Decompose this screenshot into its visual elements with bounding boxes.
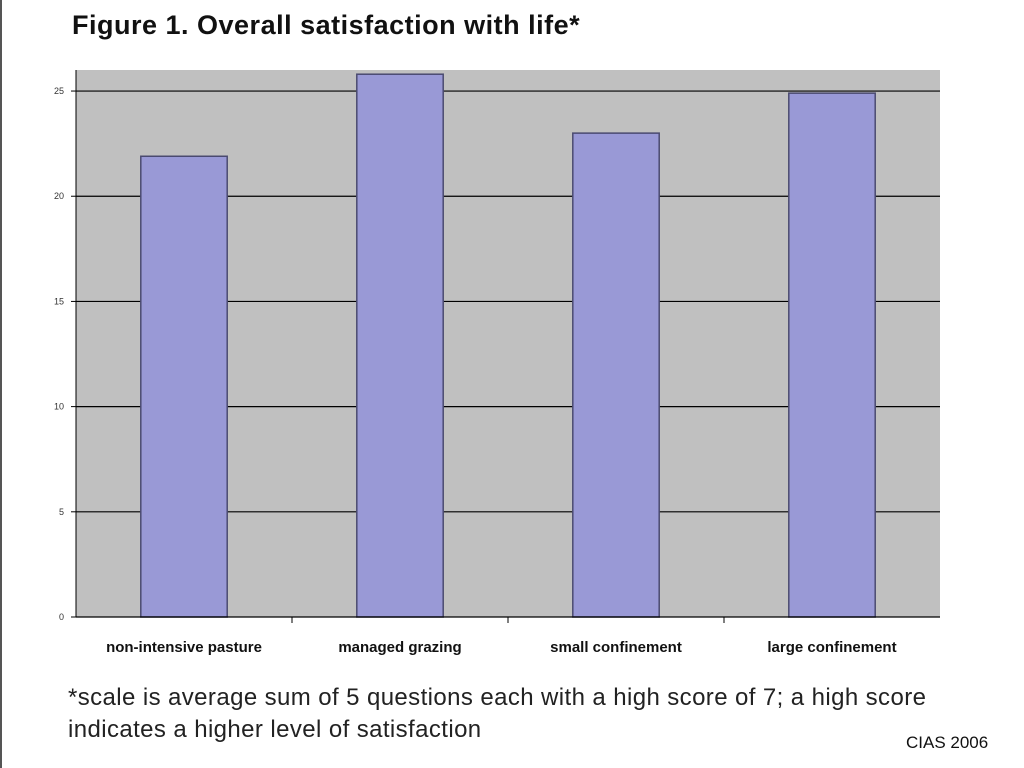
x-category-labels: non-intensive pasture managed grazing smal… — [106, 617, 897, 656]
figure-title: Figure 1. Overall satisfaction with life… — [72, 10, 581, 40]
y-tick-labels: 0 5 10 15 20 25 — [54, 86, 76, 622]
y-tick-label: 0 — [59, 612, 64, 622]
y-tick-label: 5 — [59, 507, 64, 517]
bar-large-confinement — [788, 92, 876, 618]
credit-label: CIAS 2006 — [906, 733, 989, 752]
bars — [140, 73, 876, 618]
bar-small-confinement — [572, 132, 660, 618]
x-category-label: small confinement — [550, 639, 682, 656]
x-category-label: non-intensive pasture — [106, 639, 262, 656]
y-tick-label: 15 — [54, 296, 64, 306]
bar-non-intensive-pasture — [140, 155, 228, 618]
x-category-label: large confinement — [767, 639, 896, 656]
footnote: *scale is average sum of 5 questions eac… — [68, 684, 927, 743]
y-tick-label: 20 — [54, 191, 64, 201]
bar-chart: 0 5 10 15 20 25 non-intensive pasture managed … — [54, 70, 940, 656]
y-tick-label: 10 — [54, 402, 64, 412]
left-border-rule — [0, 0, 2, 768]
y-tick-label: 25 — [54, 86, 64, 96]
bar-managed-grazing — [356, 73, 444, 618]
x-category-label: managed grazing — [338, 639, 461, 656]
